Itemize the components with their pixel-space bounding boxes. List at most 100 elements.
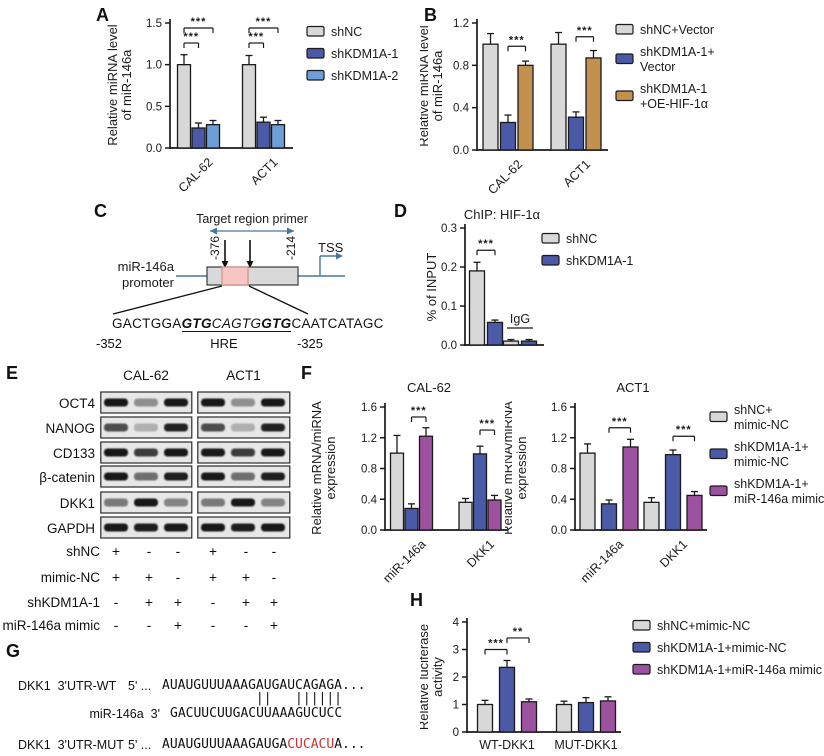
legend-swatch bbox=[541, 232, 560, 244]
legend-label: shNC+Vector bbox=[640, 23, 714, 37]
panel-c-diagram: Target region primer -376 -214 TSS miR-1… bbox=[112, 212, 345, 315]
condition-symbol: - bbox=[113, 617, 119, 633]
bar-shKDM1A-1+miR-146a mimic bbox=[487, 499, 502, 531]
antibody-label-GAPDH: GAPDH bbox=[46, 521, 95, 536]
condition-symbol: + bbox=[241, 594, 251, 610]
mir146a-sequence: GACUUCUUGACUUAAAGUCUCC bbox=[170, 706, 343, 721]
condition-symbol: + bbox=[111, 543, 121, 559]
panel-e-label: E bbox=[6, 363, 19, 383]
blot-band-GAPDH bbox=[231, 523, 255, 532]
y-tick-label: 0.0 bbox=[551, 525, 567, 537]
sig-stars: *** bbox=[479, 418, 495, 430]
legend-label: mimic-NC bbox=[734, 418, 789, 432]
blot-band-β-catenin bbox=[201, 472, 225, 481]
legend-label: Vector bbox=[640, 60, 675, 74]
x-category-label: WT-DKK1 bbox=[479, 738, 535, 752]
blot-band-GAPDH bbox=[261, 523, 285, 532]
antibody-label-NANOG: NANOG bbox=[45, 421, 95, 436]
primer-arrowhead-right-icon bbox=[287, 227, 294, 235]
bar-shKDM1A-1+miR-146a mimic bbox=[622, 446, 639, 531]
legend-label: shKDM1A-1+miR-146a mimic bbox=[657, 663, 822, 677]
blot-band-β-catenin bbox=[104, 472, 128, 481]
sequence-segment: GTG bbox=[231, 316, 262, 332]
blot-band-NANOG bbox=[164, 423, 188, 432]
primer-arrowhead-left-icon bbox=[210, 227, 217, 235]
x-category-label: CAL-62 bbox=[176, 155, 216, 195]
bar-shKDM1A-1+Vector bbox=[499, 121, 517, 151]
sig-stars: *** bbox=[411, 405, 427, 417]
panel-f-act1-chart: 0.0 0.4 0.8 1.2 1.6 ACT1 Relative mRNA/miRNA ex… bbox=[505, 380, 824, 585]
y-tick-label: 4 bbox=[453, 617, 460, 629]
legend-swatch bbox=[632, 663, 651, 675]
y-tick-label: 1.2 bbox=[453, 18, 469, 30]
blot-band-OCT4 bbox=[104, 398, 128, 407]
blot-band-DKK1 bbox=[201, 498, 225, 507]
blot-cell-line-cal62: CAL-62 bbox=[123, 368, 169, 383]
panel-h-label: H bbox=[410, 590, 423, 610]
sequence-segment: GTG bbox=[261, 316, 292, 332]
mir146a-label: miR-146a 3' bbox=[89, 707, 160, 721]
sig-stars: *** bbox=[509, 34, 525, 46]
legend-label: shKDM1A-1+ bbox=[734, 440, 809, 454]
legend-swatch bbox=[306, 25, 325, 37]
legend-label: shKDM1A-1 bbox=[640, 82, 707, 96]
condition-symbol: + bbox=[269, 594, 279, 610]
blot-band-DKK1 bbox=[231, 498, 255, 507]
x-category-label: miR-146a bbox=[380, 537, 428, 585]
condition-label: shNC bbox=[66, 544, 100, 559]
condition-symbol: - bbox=[210, 594, 216, 610]
x-category-label: CAL-62 bbox=[485, 157, 525, 196]
bar-shKDM1A-1+mimic-NC bbox=[404, 507, 419, 531]
binding-site-arrowhead-1-icon bbox=[221, 261, 229, 268]
y-tick-label: 2 bbox=[453, 672, 459, 684]
target-region-primer-label: Target region primer bbox=[196, 212, 308, 226]
y-tick-label: 0.4 bbox=[551, 494, 568, 506]
blot-band-DKK1 bbox=[261, 498, 285, 507]
hre-sequence: GACTGGAGTGCAGTGGTGCAATCATAGC bbox=[112, 316, 384, 332]
hre-label: HRE bbox=[210, 336, 238, 351]
blot-band-DKK1 bbox=[164, 498, 188, 507]
dkk1-mut-sequence: AUAUGUUUAAAGAUGACUCACUA... bbox=[162, 737, 366, 752]
condition-symbol: - bbox=[113, 594, 119, 610]
y-tick-label: 0.1 bbox=[441, 301, 457, 313]
blot-band-GAPDH bbox=[104, 523, 128, 532]
y-tick-label: 0.0 bbox=[361, 525, 377, 537]
y-axis-label: of miR-146a bbox=[119, 49, 134, 121]
y-axis-label: Relative luciferase bbox=[420, 624, 431, 730]
bar-shKDM1A-1+mimic-NC bbox=[472, 453, 488, 531]
y-tick-label: 1.2 bbox=[551, 433, 567, 445]
legend-label: shKDM1A-1+ bbox=[640, 45, 715, 59]
sequence-segment: CAATCATAGC bbox=[291, 316, 384, 331]
blot-band-CD133 bbox=[231, 448, 255, 457]
y-tick-label: 0.3 bbox=[441, 223, 457, 235]
promoter-pos-376: -376 bbox=[208, 236, 222, 260]
promoter-pos-214: -214 bbox=[284, 236, 298, 260]
condition-symbol: + bbox=[173, 617, 183, 633]
legend-label: shNC+ bbox=[734, 403, 773, 417]
legend-swatch bbox=[306, 69, 325, 81]
zoom-line-right bbox=[248, 285, 309, 315]
chart-title: ACT1 bbox=[616, 380, 649, 395]
blot-band-NANOG bbox=[201, 423, 225, 432]
mir146a-promoter-label-line2: promoter bbox=[122, 275, 175, 290]
blot-band-OCT4 bbox=[201, 398, 225, 407]
chart-title: CAL-62 bbox=[407, 380, 451, 395]
sig-stars: *** bbox=[478, 238, 494, 250]
x-category-label: ACT1 bbox=[248, 155, 281, 188]
legend-label: shNC+mimic-NC bbox=[657, 619, 750, 633]
blot-band-β-catenin bbox=[164, 472, 188, 481]
blot-band-β-catenin bbox=[261, 472, 285, 481]
bar-shKDM1A-1+OE-HIF-1α bbox=[585, 57, 602, 151]
blot-band-CD133 bbox=[134, 448, 158, 457]
y-axis-label: Relative miRNA level bbox=[105, 24, 120, 145]
y-axis-label: activity bbox=[430, 657, 445, 697]
condition-symbol: - bbox=[271, 569, 277, 585]
bar-shNC+mimic-NC bbox=[476, 703, 494, 733]
mir146a-promoter-label-line1: miR-146a bbox=[118, 259, 175, 274]
y-tick-label: 0.8 bbox=[453, 60, 469, 72]
bar-shKDM1A-1+mimic-NC bbox=[600, 503, 618, 531]
tss-arrowhead-icon bbox=[336, 252, 343, 260]
bar-shKDM1A-1+Vector bbox=[567, 116, 585, 151]
condition-symbol: + bbox=[111, 569, 121, 585]
legend-swatch bbox=[709, 485, 728, 497]
